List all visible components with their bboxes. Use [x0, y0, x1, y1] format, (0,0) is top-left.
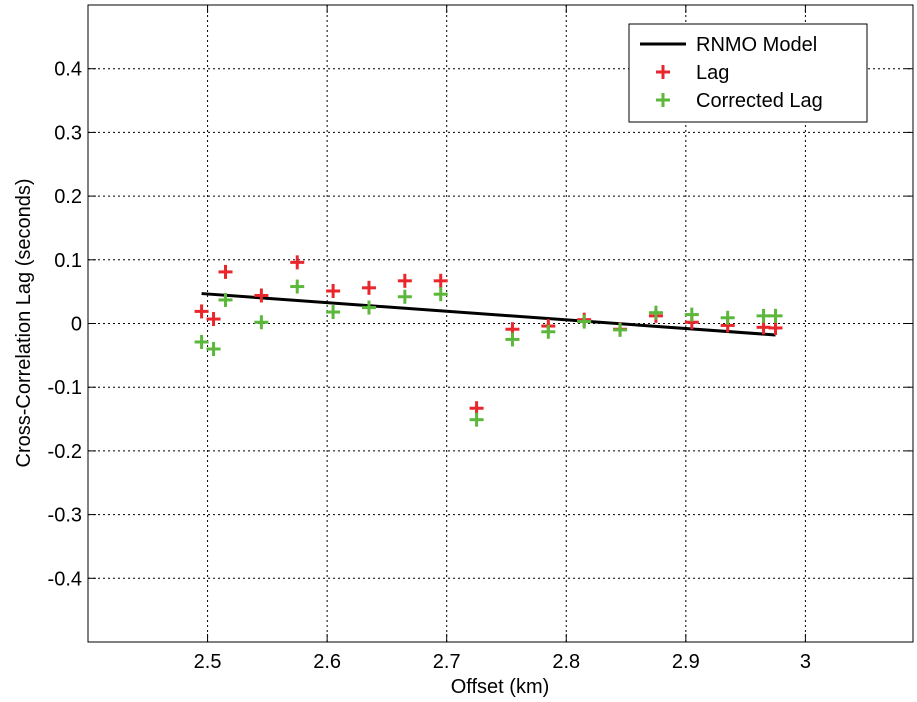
tick-marks: [88, 5, 913, 642]
lag-point: [254, 288, 269, 303]
corrected-lag-point: [541, 324, 556, 339]
corrected-lag-point: [361, 300, 376, 315]
lag-point: [206, 312, 221, 327]
legend-swatch-corrected-lag: [656, 93, 670, 107]
corrected-lag-point: [194, 334, 209, 349]
corrected-lag-point: [613, 322, 628, 337]
series-layer: [194, 255, 783, 427]
corrected-lag-point: [397, 289, 412, 304]
corrected-lag-point: [505, 332, 520, 347]
corrected-lag-point: [433, 287, 448, 302]
corrected-lag-point: [684, 307, 699, 322]
x-tick-label: 2.5: [194, 651, 222, 673]
legend-label-lag: Lag: [696, 62, 729, 84]
corrected-lag-point: [290, 279, 305, 294]
legend-items: RNMO Model Lag Corrected Lag: [640, 34, 823, 112]
y-tick-label: -0.1: [48, 377, 82, 399]
legend-label-corrected-lag: Corrected Lag: [696, 90, 823, 112]
y-tick-label: 0.3: [54, 122, 82, 144]
corrected-lag-point: [577, 314, 592, 329]
y-tick-label: -0.4: [48, 568, 82, 590]
corrected-lag-point: [648, 305, 663, 320]
legend-label-rnmo-model: RNMO Model: [696, 34, 817, 56]
y-tick-label: -0.3: [48, 505, 82, 527]
lag-point: [397, 273, 412, 288]
y-tick-labels: -0.4 -0.3 -0.2 -0.1 0 0.1 0.2 0.3 0.4: [48, 59, 82, 591]
y-axis-label: Cross-Correlation Lag (seconds): [13, 178, 35, 467]
plot-frame: [87, 4, 914, 643]
lag-point: [218, 264, 233, 279]
corrected-lag-point: [756, 308, 771, 323]
rnmo-model-line: [201, 292, 776, 337]
corrected-lag-point: [326, 305, 341, 320]
x-tick-label: 3: [800, 651, 811, 673]
lag-point: [326, 284, 341, 299]
x-axis-label: Offset (km): [451, 676, 550, 698]
x-tick-label: 2.7: [433, 651, 461, 673]
x-tick-labels: 2.5 2.6 2.7 2.8 2.9 3: [194, 651, 811, 673]
corrected-lag-point: [768, 308, 783, 323]
lag-point: [194, 304, 209, 319]
lag-point: [361, 280, 376, 295]
y-tick-label: 0.4: [54, 59, 82, 81]
corrected-lag-point: [469, 412, 484, 427]
lag-point: [768, 320, 783, 335]
y-tick-label: 0.2: [54, 186, 82, 208]
legend: RNMO Model Lag Corrected Lag: [628, 23, 868, 123]
lag-point: [433, 273, 448, 288]
lag-point: [290, 255, 305, 270]
x-tick-label: 2.8: [552, 651, 580, 673]
x-tick-label: 2.9: [672, 651, 700, 673]
y-tick-label: -0.2: [48, 441, 82, 463]
x-tick-label: 2.6: [313, 651, 341, 673]
y-tick-label: 0: [71, 314, 82, 336]
corrected-lag-point: [720, 310, 735, 325]
y-tick-label: 0.1: [54, 250, 82, 272]
corrected-lag-point: [218, 292, 233, 307]
corrected-lag-point: [254, 315, 269, 330]
legend-swatch-lag: [656, 65, 670, 79]
corrected-lag-point: [206, 341, 221, 356]
